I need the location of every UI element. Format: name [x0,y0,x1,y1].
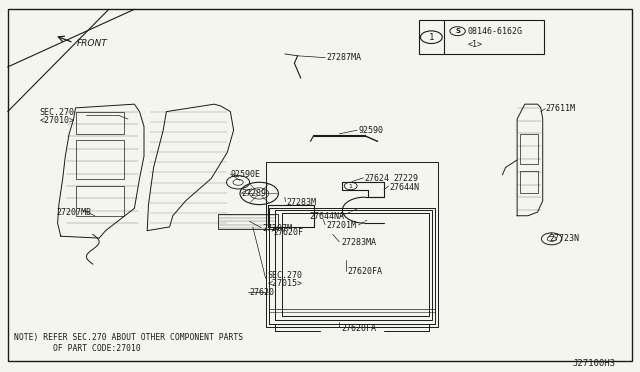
Bar [266,162,438,327]
Text: <27015>: <27015> [268,279,303,288]
Text: FRONT: FRONT [77,39,108,48]
Text: 27229: 27229 [394,174,419,183]
Text: 27201M: 27201M [326,221,356,230]
Text: SEC.270: SEC.270 [40,108,75,117]
Text: 27723N: 27723N [549,234,579,243]
Text: 27644N: 27644N [389,183,419,192]
Text: 27283M: 27283M [287,198,317,207]
Bar [218,214,278,229]
Text: 27644NA: 27644NA [309,212,344,221]
Text: 27620FA: 27620FA [348,267,383,276]
Text: 27283MA: 27283MA [341,238,376,247]
Text: NOTE) REFER SEC.270 ABOUT OTHER COMPONENT PARTS
        OF PART CODE:27010: NOTE) REFER SEC.270 ABOUT OTHER COMPONEN… [14,333,243,353]
Text: 1: 1 [349,183,353,189]
Text: <27010>: <27010> [40,116,75,125]
Text: 92590E: 92590E [230,170,260,179]
Text: 1: 1 [429,33,434,42]
Bar [520,171,538,193]
Text: 92590: 92590 [358,126,383,135]
Bar [520,134,538,164]
Text: 27207MB: 27207MB [56,208,92,217]
Text: 27620: 27620 [250,288,275,297]
Bar [419,20,544,54]
Bar [76,186,124,216]
Text: SEC.270: SEC.270 [268,271,303,280]
Bar [76,140,124,179]
Text: 08146-6162G: 08146-6162G [467,27,522,36]
Text: <1>: <1> [467,40,482,49]
Text: 27207M: 27207M [262,224,292,233]
Text: 27611M: 27611M [546,104,576,113]
Text: 27289: 27289 [242,189,267,198]
Text: 27620FA: 27620FA [341,324,376,333]
Text: S: S [455,28,460,34]
Text: J27100H3: J27100H3 [573,359,616,368]
Text: 27287MA: 27287MA [326,53,362,62]
Bar [76,112,124,134]
Text: 27624: 27624 [365,174,390,183]
Text: 27620F: 27620F [273,228,303,237]
